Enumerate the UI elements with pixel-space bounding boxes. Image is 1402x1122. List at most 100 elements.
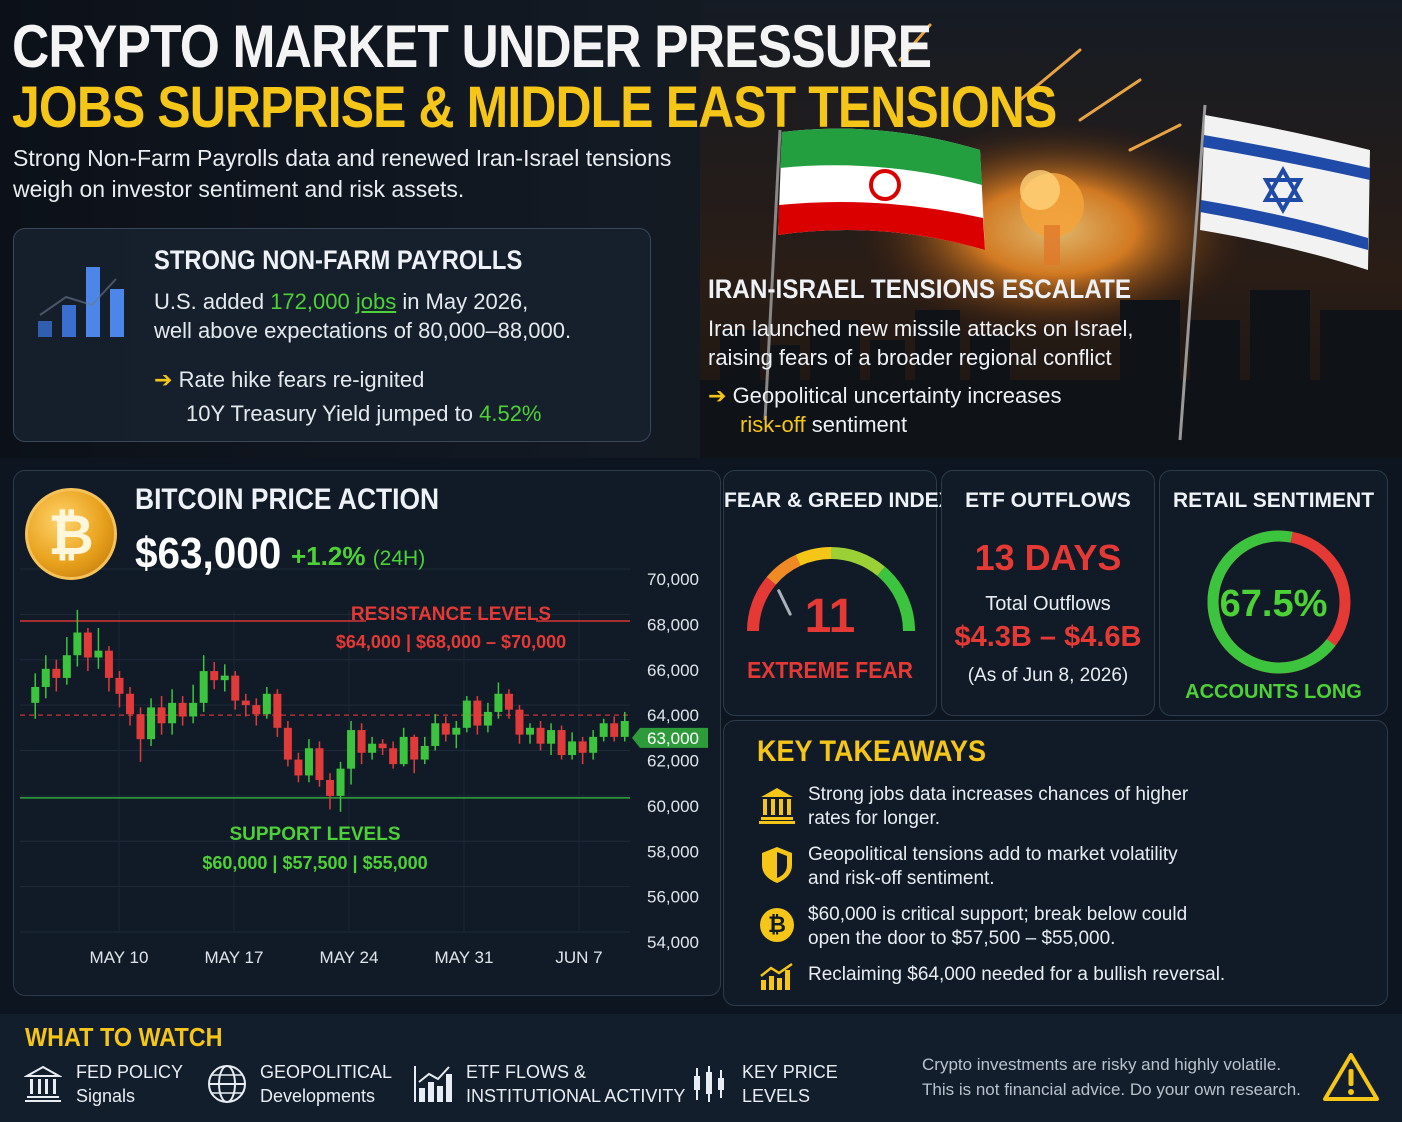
candle <box>294 752 303 783</box>
candle-body <box>620 721 629 737</box>
candle <box>410 734 419 774</box>
y-tick-label: 54,000 <box>647 933 699 952</box>
candle-body <box>599 723 608 737</box>
candle <box>104 646 113 692</box>
candle-body <box>241 700 250 706</box>
x-tick-label: MAY 24 <box>320 948 379 967</box>
y-tick-label: 66,000 <box>647 661 699 680</box>
candle-body <box>31 686 40 703</box>
watch-item-key-price: KEY PRICE LEVELS <box>688 1060 838 1108</box>
candle <box>547 723 556 756</box>
candle <box>431 714 440 751</box>
candle <box>378 739 387 756</box>
x-tick-label: JUN 7 <box>555 948 602 967</box>
iran-bullet: ➔ Geopolitical uncertainty increases ris… <box>708 383 1062 437</box>
candle <box>483 702 492 733</box>
arrow-right-icon: ➔ <box>708 383 727 408</box>
candle <box>94 627 103 669</box>
bitcoin-icon: ₿ <box>758 903 796 947</box>
candle-body <box>336 768 345 796</box>
takeaway-item: ₿ $60,000 is critical support; break bel… <box>758 903 1378 951</box>
candle <box>526 723 534 744</box>
candle-body <box>94 650 103 658</box>
retail-label: ACCOUNTS LONG <box>1185 681 1362 703</box>
candle-body <box>536 727 545 744</box>
nfp-jobs-value: 172,000 <box>270 289 350 314</box>
candle-body <box>347 730 356 769</box>
iran-israel-scene-image <box>700 0 1402 458</box>
candle <box>494 682 503 719</box>
candle <box>126 686 134 726</box>
candle-body <box>568 741 577 756</box>
fear-greed-label: EXTREME FEAR <box>747 657 913 683</box>
candle-body <box>526 727 534 735</box>
fear-greed-gauge <box>747 547 915 632</box>
candle-body <box>557 730 566 756</box>
watch-heading: WHAT TO WATCH <box>25 1022 223 1052</box>
gauge-segment <box>747 577 776 632</box>
candle <box>220 664 229 692</box>
candle <box>136 707 145 762</box>
candle <box>578 736 587 765</box>
etf-total-label: Total Outflows <box>985 593 1111 615</box>
nfp-bullet: ➔ Rate hike fears re-ignited 10Y Treasur… <box>154 367 542 426</box>
takeaways-heading: KEY TAKEAWAYS <box>757 735 987 768</box>
nfp-heading: STRONG NON-FARM PAYROLLS <box>154 245 523 275</box>
main-title: CRYPTO MARKET UNDER PRESSURE <box>12 13 932 80</box>
disclaimer: Crypto investments are risky and highly … <box>922 1055 1301 1099</box>
intro-text: Strong Non-Farm Payrolls data and renewe… <box>13 145 672 202</box>
candle-body <box>504 693 513 710</box>
takeaway-item: Geopolitical tensions add to market vola… <box>758 843 1378 891</box>
candle-body <box>73 632 82 656</box>
candle-body <box>62 655 71 678</box>
candle-body <box>483 711 492 726</box>
candle-body <box>441 723 450 735</box>
etf-amount: $4.3B – $4.6B <box>954 621 1142 653</box>
takeaway-item: Reclaiming $64,000 needed for a bullish … <box>758 962 1378 990</box>
candle <box>462 696 471 733</box>
etf-days: 13 DAYS <box>974 537 1122 578</box>
candle <box>368 736 377 760</box>
candle <box>210 662 219 690</box>
arrow-right-icon: ➔ <box>154 367 173 392</box>
main-subtitle-yellow: JOBS SURPRISE & MIDDLE EAST TENSIONS <box>12 75 1057 140</box>
candle <box>73 609 82 667</box>
candle-body <box>136 714 145 740</box>
candle <box>399 727 408 767</box>
y-tick-label: 56,000 <box>647 888 699 907</box>
bank-icon <box>758 783 796 827</box>
candle-body <box>210 671 219 681</box>
btc-price: $63,000 <box>135 529 282 578</box>
support-title: SUPPORT LEVELS <box>229 824 400 845</box>
watch-item-fed-policy: FED POLICY Signals <box>22 1060 183 1108</box>
candle-body <box>294 759 303 776</box>
gauge-segment <box>766 554 801 585</box>
candle-body <box>283 727 292 760</box>
candle <box>336 761 345 812</box>
candle-body <box>389 748 398 765</box>
candle <box>515 705 524 744</box>
candle <box>599 718 608 742</box>
btc-change: +1.2% (24H) <box>291 541 426 571</box>
candle <box>589 730 598 760</box>
x-tick-label: MAY 17 <box>205 948 264 967</box>
candle <box>199 655 208 712</box>
candle-body <box>610 723 619 737</box>
retail-value: 67.5% <box>1219 583 1328 625</box>
candle-body <box>547 730 556 744</box>
candle-body <box>368 743 377 753</box>
candle-body <box>199 671 208 703</box>
gauge-segment <box>830 547 885 576</box>
candle-body <box>189 702 198 717</box>
candle <box>52 659 61 692</box>
candle-body <box>410 736 419 760</box>
candle <box>231 671 240 710</box>
bitcoin-icon: ₿ <box>25 488 117 580</box>
candle <box>283 721 292 767</box>
key-takeaways-panel: KEY TAKEAWAYS Strong jobs data increases… <box>723 720 1388 1006</box>
candle <box>273 689 282 737</box>
candle <box>389 741 398 769</box>
watch-item-geopolitical: GEOPOLITICAL Developments <box>206 1060 392 1108</box>
y-tick-label: 60,000 <box>647 797 699 816</box>
x-tick-label: MAY 10 <box>90 948 149 967</box>
